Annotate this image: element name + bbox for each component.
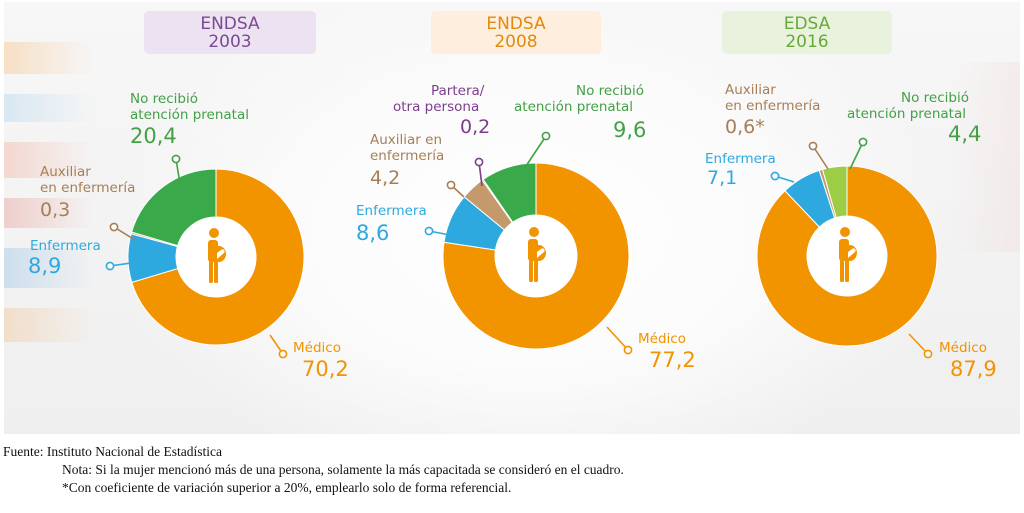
pregnant-woman-icon [208, 228, 226, 283]
leader-dot [446, 180, 456, 190]
decor-stripe [950, 62, 1020, 252]
chart-title-2003: ENDSA 2003 [144, 11, 316, 54]
label-enfermera-2016: Enfermera [705, 151, 776, 167]
value-enfermera-2008: 8,6 [356, 221, 389, 245]
decor-stripe [4, 198, 94, 228]
label-no-recibio-2003: No recibió [130, 91, 198, 107]
title-year: 2016 [785, 32, 829, 52]
value-no-recibio-2016: 4,4 [948, 122, 981, 146]
decor-stripe [4, 248, 94, 288]
leader-dot [858, 137, 868, 147]
leader-dot [105, 261, 115, 271]
source-text: Fuente: Instituto Nacional de Estadístic… [3, 444, 222, 459]
pregnant-woman-icon [839, 227, 857, 282]
label-enfermera-2003: Enfermera [30, 238, 101, 254]
value-auxiliar-2016: 0,6* [725, 116, 765, 138]
label-auxiliar-2016: Auxiliar [725, 82, 776, 98]
value-medico-2008: 77,2 [649, 348, 696, 372]
label-no-recibio-2008: No recibió [576, 83, 644, 99]
infographic-panel: ENDSA 2003 ENDSA 2008 EDSA 2016 No recib… [4, 2, 1020, 434]
label-partera-2008: Partera/ [431, 83, 485, 99]
value-auxiliar-2008: 4,2 [370, 167, 400, 189]
leader-line [812, 145, 829, 170]
value-no-recibio-2003: 20,4 [130, 124, 177, 148]
leader-line [849, 141, 864, 170]
label-no-recibio-2016: No recibió [901, 90, 969, 106]
leader-dot [278, 349, 288, 359]
decor-stripe [4, 94, 94, 122]
leader-dot [541, 131, 551, 141]
leader-dot [474, 157, 484, 167]
title-survey: ENDSA [200, 14, 260, 34]
title-survey: EDSA [783, 14, 831, 34]
decor-stripe [4, 42, 94, 74]
label-no-recibio-2003-line2: atención prenatal [130, 107, 249, 123]
value-enfermera-2003: 8,9 [28, 254, 61, 278]
title-year: 2003 [208, 32, 252, 52]
label-auxiliar-2008-line2: enfermería [370, 148, 444, 164]
chart-title-2008: ENDSA 2008 [431, 11, 601, 54]
value-enfermera-2016: 7,1 [707, 167, 737, 189]
footnote-text: *Con coeficiente de variación superior a… [62, 480, 512, 495]
leader-dot [171, 154, 181, 164]
decor-stripe [4, 142, 94, 178]
leader-dot [424, 226, 434, 236]
label-auxiliar-2003-line2: en enfermería [40, 180, 135, 196]
value-no-recibio-2008: 9,6 [613, 118, 646, 142]
label-auxiliar-2016-line2: en enfermería [725, 98, 820, 114]
label-medico-2008: Médico [638, 331, 686, 347]
value-auxiliar-2003: 0,3 [40, 199, 70, 221]
value-medico-2003: 70,2 [302, 357, 349, 381]
leader-dot [109, 222, 119, 232]
decor-stripe [4, 308, 94, 342]
leader-line [606, 326, 629, 351]
label-no-recibio-2008-line2: atención prenatal [514, 99, 633, 115]
leader-dot [808, 141, 818, 151]
title-survey: ENDSA [486, 14, 546, 34]
leader-dot [623, 345, 633, 355]
label-partera-2008-line2: otra persona [393, 99, 479, 115]
title-year: 2008 [494, 32, 538, 52]
leader-line [523, 135, 547, 170]
pregnant-woman-icon [528, 227, 546, 282]
label-no-recibio-2016-line2: atención prenatal [847, 106, 966, 122]
leader-dot [770, 171, 780, 181]
donut-slice [481, 178, 514, 224]
value-partera-2008: 0,2 [460, 116, 490, 138]
label-auxiliar-2008: Auxiliar en [370, 132, 442, 148]
donut-charts: No recibió atención prenatal 20,4 Auxili… [28, 82, 997, 381]
leader-line [908, 333, 929, 355]
value-medico-2016: 87,9 [950, 357, 997, 381]
label-medico-2003: Médico [293, 340, 341, 356]
label-enfermera-2008: Enfermera [356, 203, 427, 219]
leader-dot [923, 349, 933, 359]
note-text: Nota: Si la mujer mencionó más de una pe… [62, 462, 624, 477]
figure-footer: Fuente: Instituto Nacional de Estadístic… [3, 443, 1018, 497]
label-medico-2016: Médico [939, 340, 987, 356]
label-auxiliar-2003: Auxiliar [40, 164, 91, 180]
chart-title-2016: EDSA 2016 [722, 11, 892, 54]
